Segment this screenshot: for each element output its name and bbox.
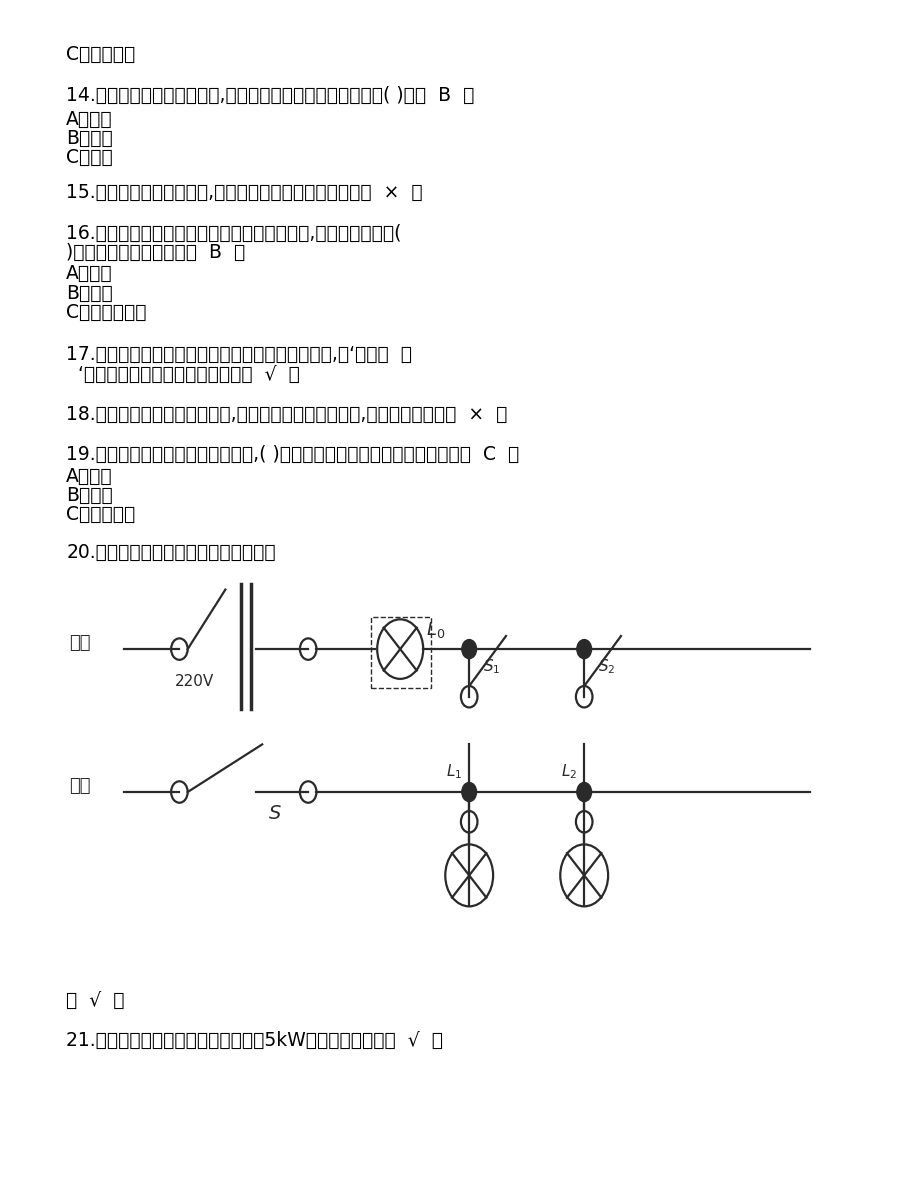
Text: S: S [268,804,280,823]
Text: A、不同: A、不同 [66,110,113,129]
Text: 16.　《单选题》三相异步电动机虽然种类繁多,但基本结构均由(: 16. 《单选题》三相异步电动机虽然种类繁多,但基本结构均由( [66,224,402,243]
Text: $S_2$: $S_2$ [597,657,615,676]
Text: 17.　《判断题》热继电器的保护特性在保护电机时,应‘最新解  析: 17. 《判断题》热继电器的保护特性在保护电机时,应‘最新解 析 [66,345,412,364]
Circle shape [576,782,591,802]
Text: 20.　《判断题》复合按鈕的电工符号是: 20. 《判断题》复合按鈕的电工符号是 [66,543,276,562]
Text: B、相同: B、相同 [66,129,113,148]
Text: 220V: 220V [175,674,214,688]
Text: A、外壳: A、外壳 [66,264,113,283]
Text: $L_2$: $L_2$ [561,762,577,781]
Text: （  √  ）: （ √ ） [66,991,125,1010]
Text: $L_0$: $L_0$ [425,621,445,640]
Text: B、蓝色: B、蓝色 [66,486,113,505]
Text: $S_1$: $S_1$ [482,657,500,676]
Text: 火线: 火线 [69,634,90,653]
Text: 零线: 零线 [69,777,90,796]
Circle shape [461,640,476,659]
Text: A、黑色: A、黑色 [66,467,113,486]
Text: C、罩壳及机座: C、罩壳及机座 [66,303,147,322]
Text: )和转子两大部分组成。（  B  ）: )和转子两大部分组成。（ B ） [66,243,245,262]
Text: 21.　《判断题》组合开关可直接启动5kW以下的电动机。（  √  ）: 21. 《判断题》组合开关可直接启动5kW以下的电动机。（ √ ） [66,1031,443,1050]
Text: 18.　《判断题》熔断器的特性,是通过熔体的电压値越高,熔断时间越短。（  ×  ）: 18. 《判断题》熔断器的特性,是通过熔体的电压値越高,熔断时间越短。（ × ） [66,405,507,424]
Text: C、场效应管: C、场效应管 [66,45,135,64]
Text: $L_1$: $L_1$ [446,762,462,781]
Text: 19.　《单选题》按国际和我国标准,( )线只能用做保护接地或保护接零线。（  C  ）: 19. 《单选题》按国际和我国标准,( )线只能用做保护接地或保护接零线。（ C… [66,445,519,464]
Text: ‘尽可能与电动机过载特性贴近。（  √  ）: ‘尽可能与电动机过载特性贴近。（ √ ） [66,364,300,384]
Text: B、定子: B、定子 [66,283,113,303]
Text: C、黄绿双色: C、黄绿双色 [66,505,135,524]
Bar [370,617,430,688]
Circle shape [461,782,476,802]
Text: C、更新: C、更新 [66,148,113,167]
Text: 15.　《判断题》为了安全,高压线路通常采用绵缘导线。（  ×  ）: 15. 《判断题》为了安全,高压线路通常采用绵缘导线。（ × ） [66,183,423,202]
Text: 14.　《单选题》更换熔体时,原则上新熔体与旧熔体的规格要( )。（  B  ）: 14. 《单选题》更换熔体时,原则上新熔体与旧熔体的规格要( )。（ B ） [66,86,474,105]
Circle shape [576,640,591,659]
